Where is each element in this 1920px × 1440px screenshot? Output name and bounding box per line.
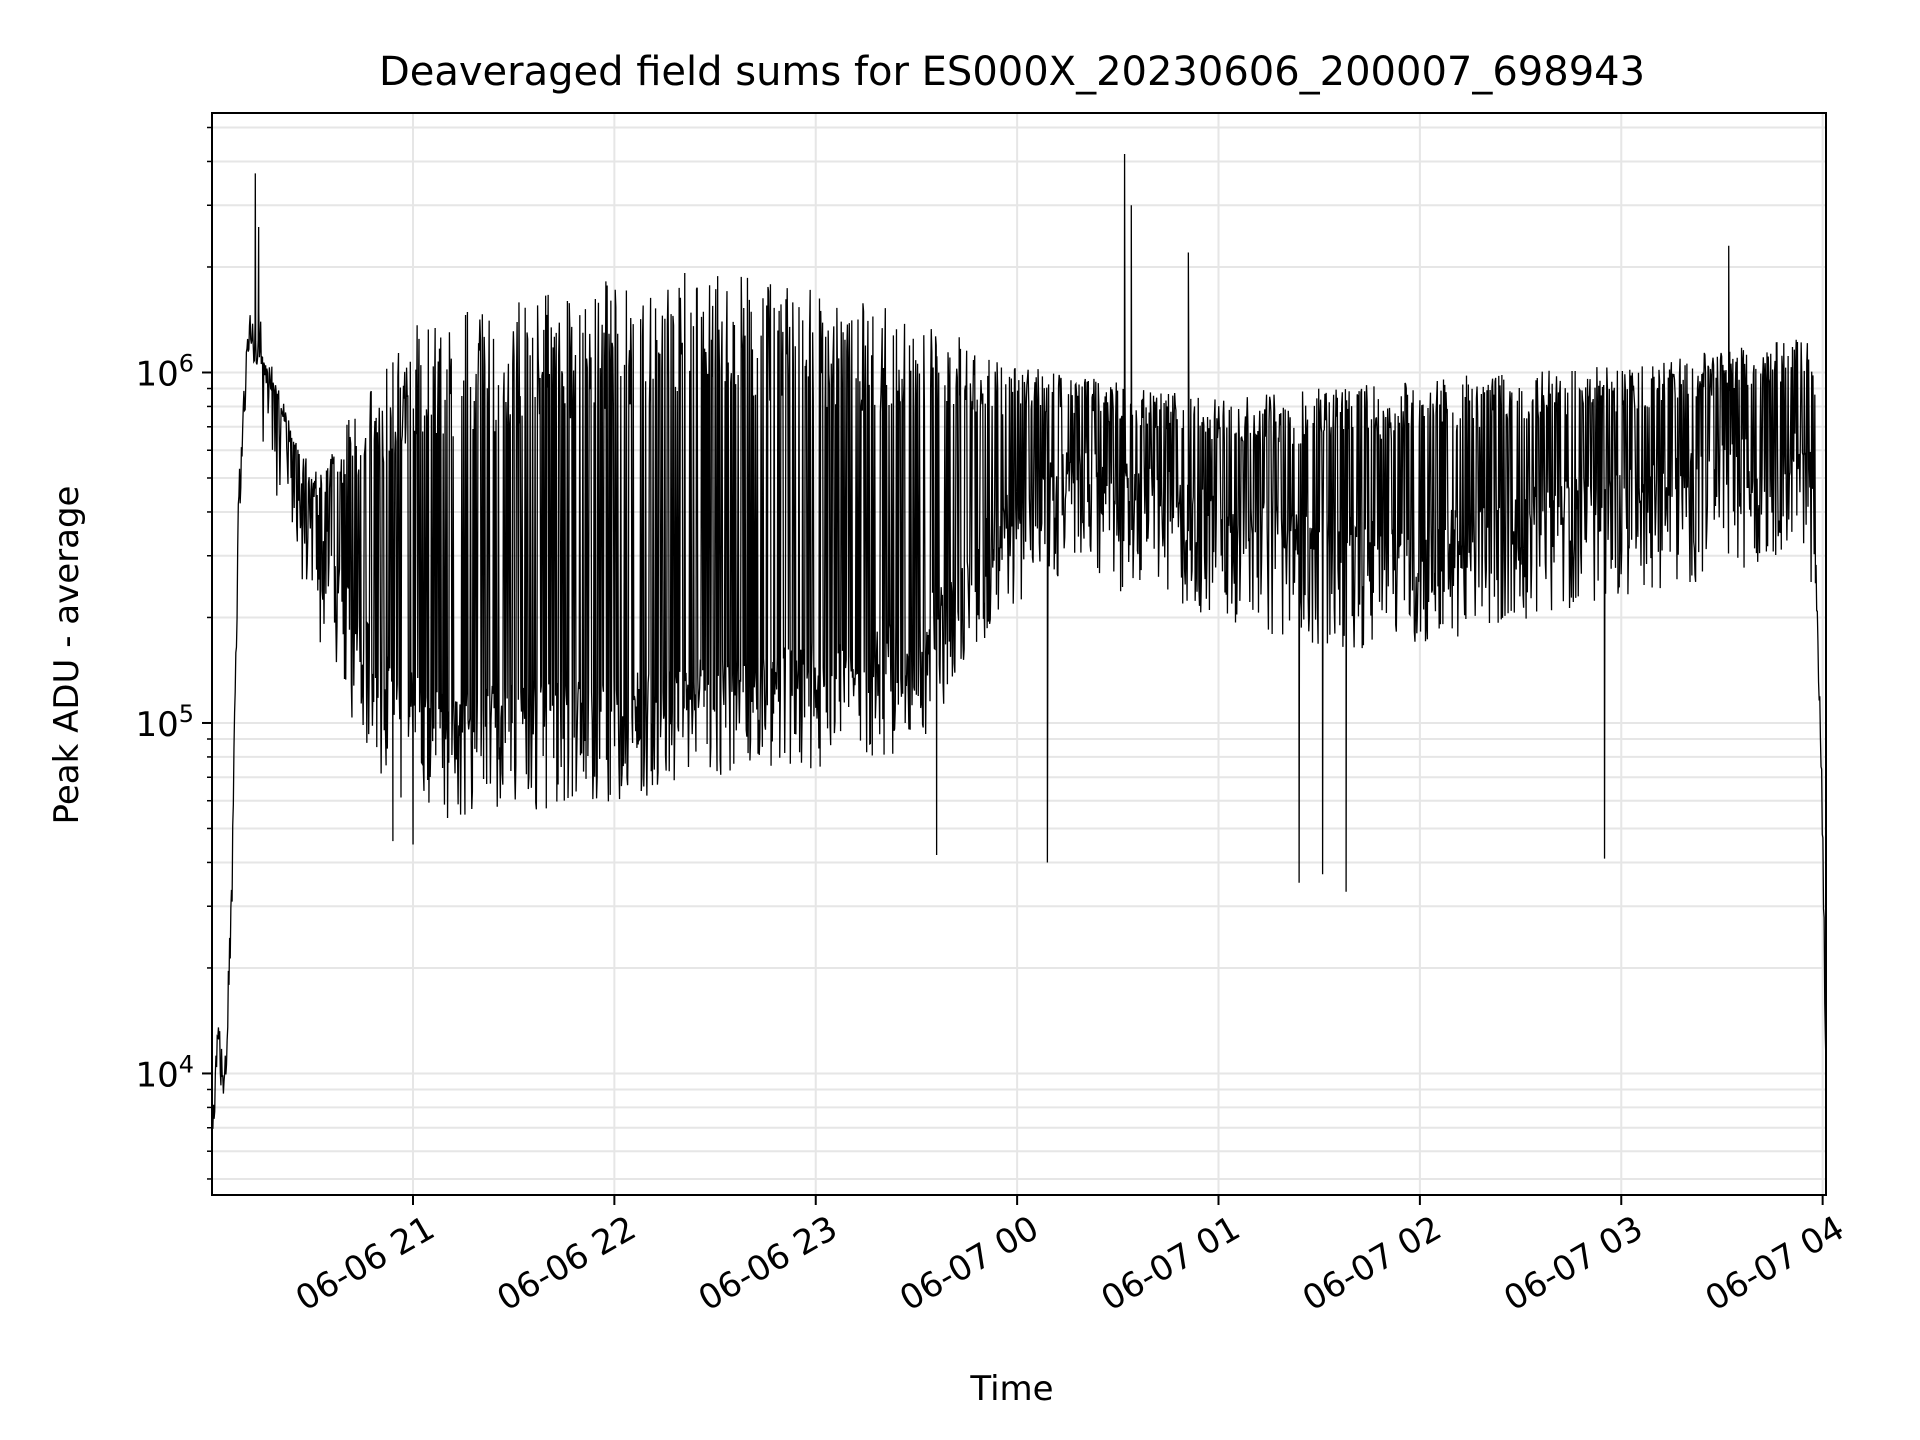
y-tick-label: 105 (135, 700, 194, 745)
y-axis-label: Peak ADU - average (47, 486, 87, 825)
x-axis-label: Time (969, 1369, 1053, 1409)
series-layer (210, 154, 1827, 1149)
plot-frame (211, 112, 1827, 1196)
y-tick-label: 104 (135, 1050, 194, 1095)
series-line (210, 154, 1827, 1149)
y-axis: 104 105 106 (135, 126, 212, 1180)
y-tick-label: 106 (135, 349, 194, 394)
chart-title: Deaveraged field sums for ES000X_2023060… (379, 49, 1645, 95)
